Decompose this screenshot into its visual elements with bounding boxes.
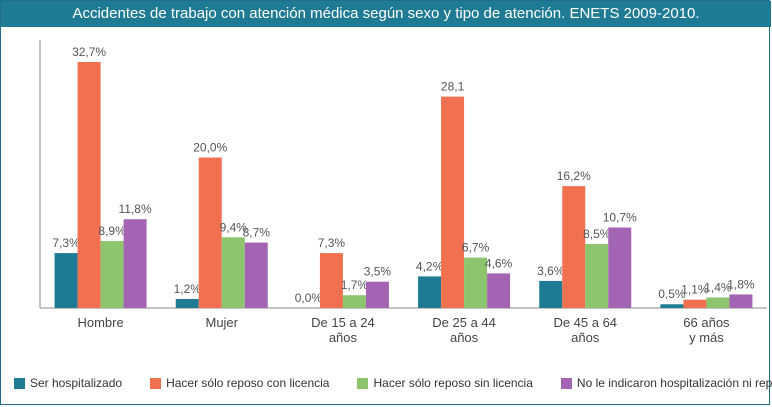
data-label: 7,3% bbox=[318, 236, 346, 250]
data-label: 11,8% bbox=[119, 202, 152, 216]
bar bbox=[562, 186, 586, 308]
legend-swatch bbox=[14, 377, 25, 389]
bar bbox=[706, 297, 730, 308]
data-label: 1,2% bbox=[174, 282, 202, 296]
data-label: 1,4% bbox=[704, 280, 732, 294]
x-tick-label: y más bbox=[689, 330, 724, 345]
legend-item: No le indicaron hospitalización ni repos… bbox=[560, 374, 772, 392]
data-label: 32,7% bbox=[72, 45, 106, 59]
data-label: 8,9% bbox=[98, 224, 126, 238]
data-label: 16,2% bbox=[557, 169, 591, 183]
data-label: 1,7% bbox=[341, 278, 369, 292]
bar bbox=[100, 241, 124, 308]
x-tick-label: 66 años bbox=[683, 315, 730, 330]
data-label: 3,6% bbox=[537, 264, 565, 278]
bar bbox=[54, 253, 78, 308]
x-tick-label: De 15 a 24 bbox=[311, 315, 375, 330]
data-label: 6,7% bbox=[462, 241, 490, 255]
x-tick-label: años bbox=[329, 330, 358, 345]
bar bbox=[464, 257, 488, 308]
bar bbox=[487, 273, 511, 308]
bar bbox=[729, 294, 753, 308]
legend-item: Ser hospitalizado bbox=[14, 374, 122, 392]
data-label: 28,1 bbox=[441, 80, 465, 94]
data-label: 0,5% bbox=[658, 287, 686, 301]
bar bbox=[585, 244, 609, 308]
bar bbox=[319, 253, 343, 308]
legend-label: Ser hospitalizado bbox=[30, 376, 123, 390]
bar bbox=[244, 242, 268, 308]
data-label: 7,3% bbox=[52, 236, 80, 250]
data-label: 4,2% bbox=[416, 259, 444, 273]
data-label: 9,4% bbox=[220, 220, 248, 234]
bar bbox=[175, 298, 199, 308]
chart-title: Accidentes de trabajo con atención médic… bbox=[1, 1, 771, 27]
x-tick-label: años bbox=[571, 330, 600, 345]
data-label: 10,7% bbox=[603, 211, 637, 225]
bar bbox=[342, 295, 366, 308]
bar bbox=[123, 219, 147, 308]
bar bbox=[198, 157, 222, 308]
legend-label: Hacer sólo reposo con licencia bbox=[166, 376, 330, 390]
data-label: 8,5% bbox=[583, 227, 611, 241]
bar bbox=[683, 299, 707, 308]
data-label: 0,0% bbox=[295, 291, 323, 305]
legend-swatch bbox=[150, 377, 162, 389]
data-label: 8,7% bbox=[243, 226, 271, 240]
data-label: 20,0% bbox=[193, 141, 227, 155]
legend-item: Hacer sólo reposo sin licencia bbox=[357, 374, 533, 392]
data-label: 1,8% bbox=[727, 277, 755, 291]
bar bbox=[365, 281, 389, 308]
x-tick-label: De 45 a 64 bbox=[553, 315, 617, 330]
legend-label: No le indicaron hospitalización ni repos… bbox=[576, 376, 772, 390]
data-label: 1,1% bbox=[681, 283, 709, 297]
bar bbox=[441, 96, 465, 309]
chart-legend: Ser hospitalizado Hacer sólo reposo con l… bbox=[14, 374, 772, 392]
bar-chart: 7,3% 32,7% 8,9% 11,8% Hombre 1,2% 20,0% 9,4%8,7… bbox=[39, 40, 767, 345]
bar bbox=[418, 276, 442, 308]
x-tick-label: años bbox=[450, 330, 479, 345]
legend-label: Hacer sólo reposo sin licencia bbox=[373, 376, 533, 390]
legend-swatch bbox=[560, 377, 572, 389]
x-tick-label: De 25 a 44 bbox=[432, 315, 496, 330]
legend-item: Hacer sólo reposo con licencia bbox=[150, 374, 329, 392]
bar bbox=[539, 280, 563, 308]
x-tick-label: Mujer bbox=[205, 315, 238, 330]
data-label: 4,6% bbox=[485, 256, 513, 270]
legend-swatch bbox=[357, 377, 369, 389]
bar bbox=[608, 227, 632, 308]
bar bbox=[660, 304, 684, 308]
bar bbox=[77, 62, 101, 308]
data-label: 3,5% bbox=[364, 265, 392, 279]
x-tick-label: Hombre bbox=[77, 315, 123, 330]
bar bbox=[221, 237, 245, 308]
